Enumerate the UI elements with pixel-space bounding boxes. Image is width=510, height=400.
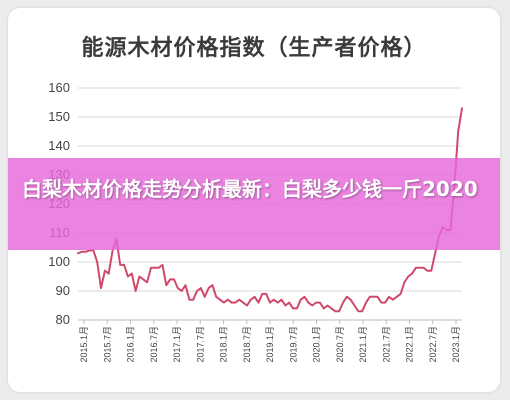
x-tick-label: 2018.1月 bbox=[219, 326, 229, 363]
y-tick-label: 150 bbox=[48, 109, 70, 124]
x-tick-label: 2016.1月 bbox=[126, 326, 136, 363]
banner-headline: 白梨木材价格走势分析最新：白梨多少钱一斤2020 bbox=[22, 177, 478, 201]
y-tick-label: 160 bbox=[48, 80, 70, 95]
x-tick-label: 2020.7月 bbox=[335, 326, 345, 363]
x-tick-label: 2021.7月 bbox=[381, 326, 391, 363]
x-tick-label: 2018.7月 bbox=[242, 326, 252, 363]
x-tick-label: 2023.1月 bbox=[451, 326, 461, 363]
x-tick-label: 2022.7月 bbox=[428, 326, 438, 363]
y-tick-label: 80 bbox=[56, 312, 70, 327]
x-tick-label: 2017.7月 bbox=[195, 326, 205, 363]
chart-title: 能源木材价格指数（生产者价格） bbox=[81, 36, 427, 61]
x-tick-label: 2021.1月 bbox=[358, 326, 368, 363]
x-tick-label: 2015.7月 bbox=[102, 326, 112, 363]
y-tick-label: 100 bbox=[48, 254, 70, 269]
y-tick-label: 90 bbox=[56, 283, 70, 298]
overlay-banner: 白梨木材价格走势分析最新：白梨多少钱一斤2020 bbox=[8, 158, 500, 250]
chart-card: 能源木材价格指数（生产者价格） 809010011012013014015016… bbox=[8, 8, 500, 392]
x-tick-label: 2015.1月 bbox=[79, 326, 89, 363]
x-tick-label: 2019.1月 bbox=[265, 326, 275, 363]
series-line bbox=[77, 107, 463, 313]
x-tick-label: 2016.7月 bbox=[149, 326, 159, 363]
y-tick-label: 140 bbox=[48, 138, 70, 153]
x-tick-label: 2020.1月 bbox=[312, 326, 322, 363]
x-tick-label: 2017.1月 bbox=[172, 326, 182, 363]
x-tick-label: 2022.1月 bbox=[405, 326, 415, 363]
x-tick-label: 2019.7月 bbox=[288, 326, 298, 363]
